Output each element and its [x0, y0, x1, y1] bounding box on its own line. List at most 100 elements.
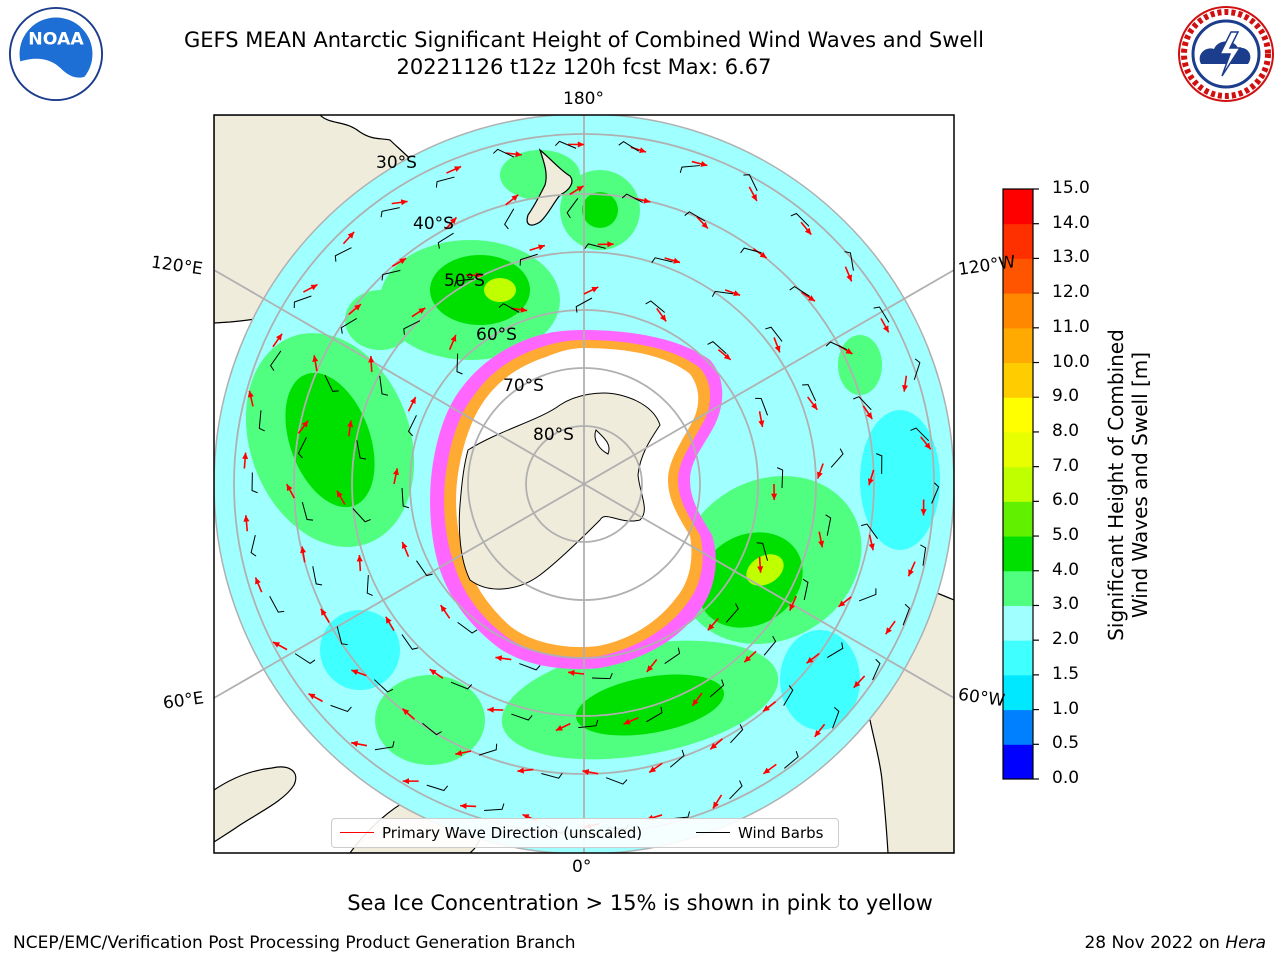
wind-barb: [645, 300, 666, 313]
wave-arrowhead: [460, 802, 467, 810]
wave-arrowhead: [351, 740, 359, 747]
wind-barb: [872, 658, 881, 681]
wave-arrowhead: [733, 290, 741, 296]
wave-arrowhead: [814, 729, 821, 737]
wind-barb: [783, 685, 794, 706]
wave-arrowhead: [692, 698, 699, 706]
wind-barb: [755, 397, 769, 416]
wind-barb: [519, 663, 541, 671]
wind-barb: [258, 410, 265, 432]
wave-arrowhead: [242, 452, 249, 460]
colorbar-segment: [1003, 223, 1033, 259]
wind-barb: [541, 773, 563, 779]
wave-arrowhead: [522, 814, 530, 820]
wave-arrowhead: [591, 286, 599, 293]
colorbar-segment: [1003, 570, 1033, 606]
wave-arrowhead: [410, 396, 416, 404]
lat-label-70s: 70°S: [503, 376, 544, 396]
noaa-logo: NOAA: [8, 6, 104, 102]
wave-arrowhead: [607, 241, 614, 248]
wind-barb: [511, 713, 533, 721]
wave-arrowhead: [885, 627, 892, 635]
wave-arrowhead: [846, 274, 852, 282]
colorbar-frame: [1002, 188, 1034, 780]
wave-arrowhead: [806, 656, 814, 664]
wind-barb: [802, 384, 817, 402]
wind-barb: [776, 467, 784, 489]
wind-barb: [492, 148, 515, 158]
wave-arrowhead: [455, 749, 463, 756]
wind-barb: [312, 566, 323, 586]
colorbar-segment: [1003, 293, 1033, 329]
wave-arrowhead: [449, 217, 457, 225]
wind-barb: [664, 647, 681, 664]
wind-barb: [456, 353, 463, 375]
colorbar-tick-label: 8.0: [1052, 420, 1080, 441]
colorbar-tick-label: 6.0: [1052, 490, 1080, 511]
wave-arrowhead: [866, 412, 873, 419]
wind-barb: [330, 704, 352, 713]
colorbar-segment: [1003, 640, 1033, 676]
antarctica: [430, 330, 723, 670]
wave-arrowhead: [308, 693, 316, 700]
credit-text: NCEP/EMC/Verification Post Processing Pr…: [13, 933, 576, 953]
wave-arrowhead: [838, 600, 846, 607]
colorbar-segment: [1003, 258, 1033, 294]
wind-barb: [437, 232, 454, 249]
wind-barb: [269, 596, 285, 613]
wind-barb: [379, 375, 388, 396]
lon-label-0: 0°: [572, 857, 592, 877]
wave-arrowhead: [312, 355, 319, 363]
wind-barb: [457, 621, 478, 634]
wind-barb: [416, 560, 433, 577]
wave-arrowhead: [576, 185, 584, 192]
wave-arrowhead: [582, 768, 590, 775]
wind-barb: [504, 208, 515, 230]
date-text: 28 Nov 2022 on Hera: [1084, 933, 1266, 953]
wave-arrowhead: [882, 325, 889, 333]
colorbar-tick-label: 0.5: [1052, 733, 1080, 754]
colorbar-label-line2: Wind Waves and Swell [m]: [1128, 351, 1152, 619]
wave-arrowhead: [247, 390, 254, 398]
wind-barb: [825, 341, 848, 351]
wave-arrowhead: [763, 767, 771, 774]
wave-arrowhead: [816, 471, 823, 479]
colorbar-tick-label: 13.0: [1052, 247, 1090, 268]
wind-barb: [450, 681, 473, 690]
wind-barb: [913, 358, 921, 380]
wave-arrowhead: [774, 345, 781, 353]
wind-barb: [618, 141, 640, 152]
wind-barb: [876, 453, 883, 474]
wave-arrowhead: [356, 555, 363, 562]
wind-barb: [566, 198, 579, 219]
machine-name: Hera: [1225, 933, 1266, 953]
wind-barb: [873, 306, 890, 323]
wave-arrowhead: [300, 546, 307, 554]
colorbar-tick-label: 1.0: [1052, 698, 1080, 719]
wave-arrowhead: [701, 221, 708, 229]
legend-wave-direction: Primary Wave Direction (unscaled): [382, 824, 643, 842]
wind-barb: [725, 603, 739, 623]
colorbar-tick-label: 7.0: [1052, 455, 1080, 476]
wave-arrowhead: [336, 490, 343, 498]
wave-arrowhead: [385, 616, 392, 624]
colorbar-tick-label: 1.5: [1052, 663, 1080, 684]
wave-arrowhead: [789, 603, 796, 611]
wind-barb: [740, 247, 762, 254]
colorbar-segment: [1003, 536, 1033, 572]
wind-barb: [478, 743, 498, 756]
wind-barb: [352, 508, 371, 523]
wave-arrowhead: [804, 227, 812, 235]
wind-barb: [861, 523, 878, 539]
wind-barb: [403, 320, 421, 335]
wind-barb: [669, 749, 685, 768]
wind-barb: [340, 318, 357, 334]
wind-barb: [297, 437, 307, 459]
wave-arrowhead: [762, 705, 770, 712]
wind-barb: [334, 247, 352, 262]
wave-arrowhead: [639, 147, 647, 154]
wave-arrowhead: [659, 314, 667, 322]
wind-barb: [789, 285, 810, 297]
wind-barb: [374, 679, 394, 693]
